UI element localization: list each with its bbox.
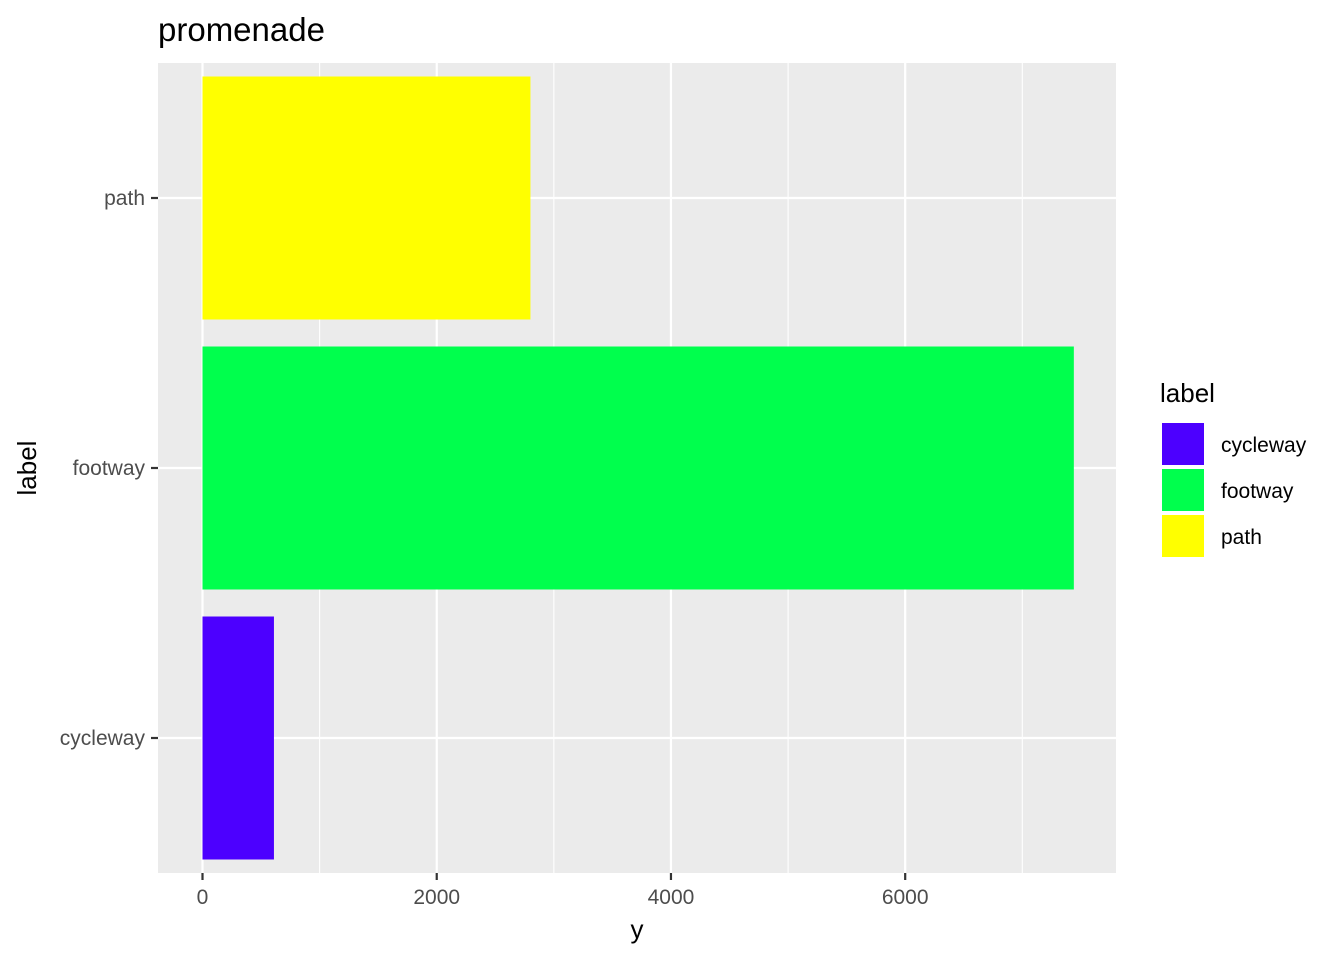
y-tick-label: cycleway <box>60 727 146 750</box>
legend-label-cycleway: cycleway <box>1221 434 1307 457</box>
chart-title: promenade <box>158 11 325 48</box>
y-tick-label: footway <box>73 457 146 480</box>
x-axis-title: y <box>631 914 644 944</box>
x-tick-label: 4000 <box>648 886 695 909</box>
legend-swatch-cycleway <box>1162 423 1204 465</box>
legend: label cycleway footway path <box>1160 378 1307 558</box>
y-axis-title: label <box>12 441 42 496</box>
bar-path <box>202 76 531 320</box>
legend-swatch-footway <box>1162 469 1204 511</box>
legend-title: label <box>1160 378 1215 408</box>
bar-footway <box>202 346 1074 590</box>
bars <box>202 76 1074 860</box>
x-tick-label: 6000 <box>882 886 929 909</box>
bar-cycleway <box>202 616 274 860</box>
y-axis: cycleway footway path <box>60 187 158 750</box>
x-tick-label: 0 <box>197 886 209 909</box>
y-tick-label: path <box>104 187 145 210</box>
x-axis: 0 2000 4000 6000 <box>197 873 929 909</box>
legend-swatch-path <box>1162 515 1204 557</box>
x-tick-label: 2000 <box>413 886 460 909</box>
legend-label-path: path <box>1221 526 1262 549</box>
legend-label-footway: footway <box>1221 480 1294 503</box>
